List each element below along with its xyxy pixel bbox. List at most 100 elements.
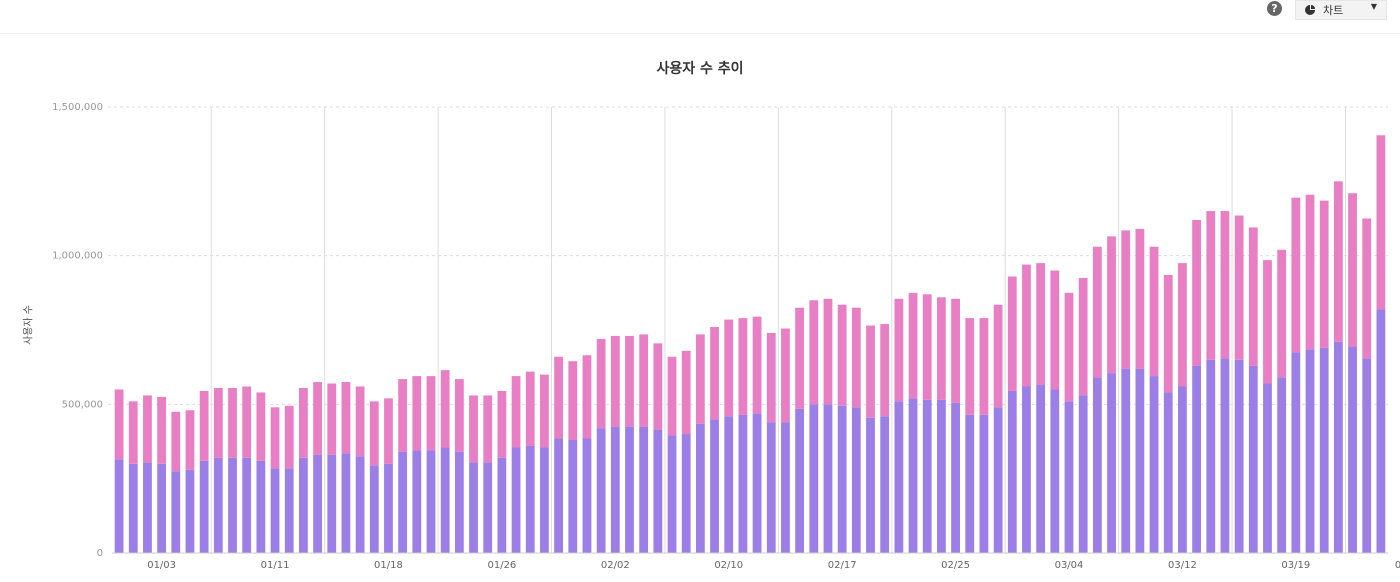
bar-segment-top: [667, 356, 677, 436]
bar-segment-top: [880, 324, 890, 417]
bar-segment-bottom: [157, 463, 167, 553]
bar-segment-bottom: [511, 447, 521, 553]
bar-segment-bottom: [1078, 395, 1088, 553]
bar-segment-top: [1022, 264, 1031, 387]
bar-segment-bottom: [384, 463, 393, 553]
bar-segment-top: [1178, 263, 1187, 387]
chevron-down-icon: ▼: [1370, 2, 1377, 11]
bar-segment-bottom: [554, 438, 563, 553]
bar-segment-bottom: [1376, 309, 1386, 553]
bar-segment-top: [483, 395, 493, 463]
bar-segment-top: [1277, 249, 1287, 378]
bar-segment-top: [766, 332, 776, 423]
bar-segment-top: [653, 343, 663, 430]
bar-segment-top: [497, 390, 507, 458]
bar-segment-bottom: [1022, 386, 1031, 553]
bar-segment-top: [993, 304, 1003, 408]
bar-segment-bottom: [1234, 359, 1244, 553]
bar-segment-bottom: [937, 399, 946, 553]
bar-segment-bottom: [327, 454, 337, 553]
bar-segment-top: [213, 387, 223, 458]
bar-segment-top: [710, 327, 719, 420]
chart-type-label: 차트: [1323, 4, 1344, 17]
bar-segment-bottom: [1163, 392, 1173, 553]
bar-segment-top: [426, 376, 436, 451]
bar-segment-bottom: [894, 401, 904, 553]
bar-segment-top: [398, 379, 408, 452]
bar-segment-top: [469, 395, 478, 463]
bar-segment-top: [1036, 263, 1046, 386]
bar-segment-bottom: [965, 414, 975, 553]
chart-type-dropdown[interactable]: 차트 ▼: [1295, 0, 1387, 20]
bar-segment-top: [596, 338, 606, 429]
bar-segment-bottom: [313, 454, 322, 553]
bar-segment-bottom: [582, 438, 592, 553]
bar-segment-bottom: [653, 429, 663, 553]
x-tick-label: 03/27: [1395, 560, 1400, 571]
bar-segment-bottom: [1348, 346, 1357, 553]
bar-segment-bottom: [908, 398, 918, 553]
bar-segment-top: [270, 407, 280, 469]
x-tick-label: 03/12: [1168, 560, 1197, 571]
x-tick-label: 01/11: [261, 560, 290, 571]
bar-segment-bottom: [284, 468, 294, 553]
bar-segment-top: [256, 392, 266, 461]
bar-segment-bottom: [469, 462, 478, 553]
bar-segment-top: [1362, 218, 1372, 359]
bar-segment-top: [582, 355, 592, 439]
x-tick-label: 02/25: [941, 560, 970, 571]
bar-segment-bottom: [341, 453, 351, 553]
bar-segment-top: [1291, 197, 1301, 353]
bar-segment-top: [228, 387, 237, 458]
bar-segment-bottom: [795, 408, 805, 553]
bar-segment-bottom: [752, 413, 762, 553]
bar-segment-top: [114, 389, 124, 460]
bar-segment-bottom: [1178, 386, 1187, 553]
bar-segment-bottom: [1362, 358, 1372, 553]
bar-segment-top: [1007, 276, 1017, 391]
bar-segment-bottom: [1319, 347, 1329, 553]
bar-segment-top: [937, 297, 946, 400]
bar-segment-top: [738, 318, 748, 415]
help-icon[interactable]: ?: [1267, 1, 1282, 16]
bar-segment-top: [1333, 181, 1343, 342]
bar-segment-bottom: [369, 465, 379, 553]
bar-segment-top: [979, 318, 989, 415]
bar-segment-top: [568, 361, 578, 441]
bar-segment-bottom: [1192, 365, 1201, 553]
x-tick-label: 01/18: [374, 560, 403, 571]
bar-segment-top: [951, 298, 960, 403]
bar-segment-top: [1050, 270, 1060, 390]
x-tick-label: 02/17: [828, 560, 857, 571]
bar-segment-bottom: [114, 459, 124, 553]
bar-segment-top: [412, 376, 422, 451]
bar-segment-top: [242, 386, 252, 458]
bar-segment-top: [355, 386, 365, 457]
bar-segment-top: [1064, 292, 1074, 402]
x-tick-label: 01/03: [147, 560, 176, 571]
bar-segment-top: [284, 405, 294, 469]
bar-segment-bottom: [922, 399, 932, 553]
bar-segment-top: [540, 374, 549, 448]
x-tick-label: 02/10: [714, 560, 743, 571]
bar-segment-bottom: [738, 414, 748, 553]
bar-segment-top: [1348, 193, 1357, 347]
bar-segment-bottom: [398, 451, 408, 553]
bar-segment-top: [454, 379, 464, 452]
bar-segment-top: [681, 350, 691, 435]
bar-segment-bottom: [454, 451, 464, 553]
bar-segment-bottom: [568, 440, 578, 553]
y-tick-label: 500,000: [62, 399, 103, 410]
bar-segment-top: [1163, 274, 1173, 393]
bar-segment-top: [610, 335, 620, 427]
bar-segment-bottom: [993, 407, 1003, 553]
bar-segment-bottom: [596, 428, 606, 553]
bar-segment-top: [781, 328, 790, 423]
bar-segment-bottom: [440, 447, 450, 553]
bar-segment-top: [1192, 219, 1201, 366]
bar-segment-bottom: [1149, 376, 1159, 553]
bar-segment-top: [724, 319, 734, 417]
bar-segment-bottom: [766, 422, 776, 553]
bar-segment-top: [1248, 227, 1258, 366]
